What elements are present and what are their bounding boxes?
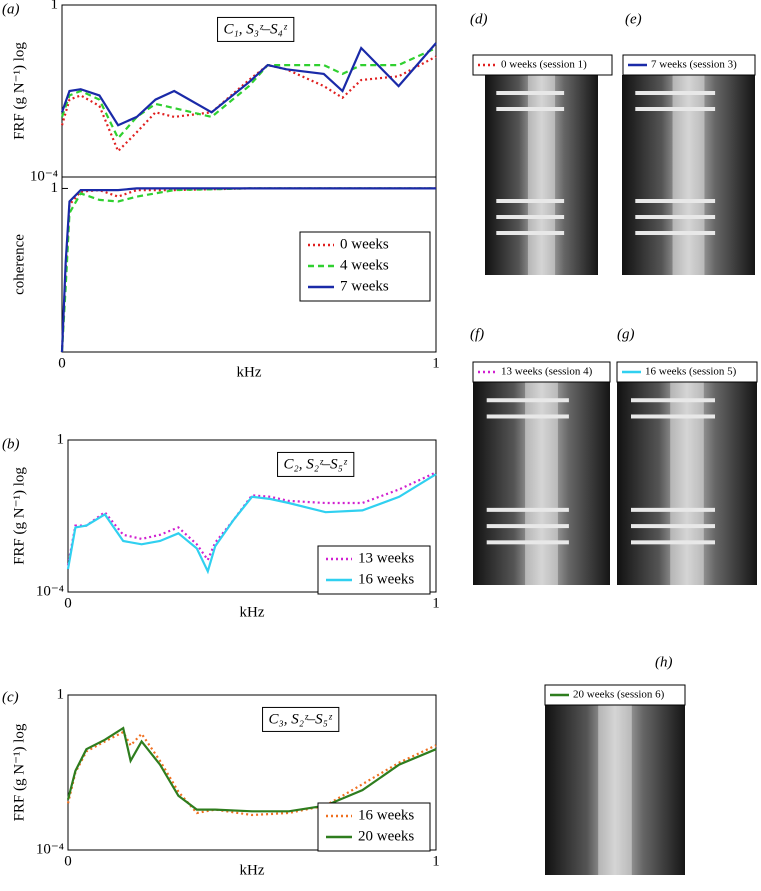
panel-label: (a) [2,1,20,17]
screw [486,507,569,512]
plot-frame [67,694,437,851]
y-tick-label: 10⁻⁴ [36,841,64,857]
legend-label: 0 weeks [340,236,389,252]
screw [496,231,565,235]
x-axis-label: kHz [240,604,265,620]
x-axis-label: kHz [240,862,265,878]
title-box [277,451,355,477]
x-axis-label: kHz [237,364,262,380]
x-tick-label: 1 [432,595,440,611]
series-line [60,187,436,353]
screw [635,91,716,95]
caption-box [616,361,758,383]
screw [496,199,565,203]
y-axis-label: coherence [11,234,27,295]
caption-box [622,54,756,76]
y-tick-label: 1 [51,0,59,12]
bone [670,382,704,585]
series-line [66,473,437,575]
y-tick-label: 1 [57,686,65,702]
plot-frame [67,439,437,593]
image-caption: 7 weeks (session 3) [651,59,737,71]
title-box [262,706,340,732]
chart-title: C₁, S₃ᶻ–S₄ᶻ [224,21,288,37]
caption-box [472,361,611,383]
legend-label: 4 weeks [340,257,389,273]
image-caption: 0 weeks (session 1) [501,59,587,71]
y-tick-label: 1 [51,180,59,196]
screw [486,398,569,403]
legend-label: 7 weeks [340,278,389,294]
panel-label: (f) [470,326,484,342]
title-box [217,16,295,42]
series-line [66,726,437,813]
y-tick-label: 1 [57,431,65,447]
screw [631,507,715,512]
image-caption: 20 weeks (session 6) [573,689,665,701]
series-line [60,42,437,127]
y-tick-label: 10⁻⁴ [36,583,64,599]
plot-frame [61,176,437,353]
caption-box [544,684,686,706]
screw [486,414,569,419]
panel-label: (g) [617,326,635,342]
screw [486,524,569,529]
screw [631,398,715,403]
legend-box [317,545,431,595]
screw [635,231,716,235]
screw [635,215,716,219]
x-tick-label: 0 [64,595,72,611]
legend-box [317,802,431,852]
caption-box [472,54,613,76]
screw [496,91,565,95]
y-axis-label: FRF (g N⁻¹) log [11,467,27,565]
screw [635,199,716,203]
y-axis-label: FRF (g N⁻¹) log [11,723,27,821]
y-tick-label: 10⁻⁴ [30,168,58,184]
x-tick-label: 0 [64,853,72,869]
panel-label: (h) [655,654,673,670]
x-tick-label: 0 [58,355,66,371]
legend-label: 13 weeks [358,550,414,566]
series-line [66,730,437,817]
image-caption: 16 weeks (session 5) [645,366,737,378]
screw [631,414,715,419]
legend-label: 16 weeks [358,807,414,823]
screw [496,107,565,111]
bone [598,705,632,875]
screw [486,540,569,545]
chart-title: C₂, S₂ᶻ–S₅ᶻ [284,456,348,472]
panel-label: (b) [2,436,20,452]
chart-title: C₃, S₂ᶻ–S₅ᶻ [269,711,333,727]
screw [631,524,715,529]
screw [631,540,715,545]
legend-label: 16 weeks [358,571,414,587]
series-line [60,55,437,154]
y-axis-label: FRF (g N⁻¹) log [11,42,27,140]
panel-label: (d) [470,11,488,27]
x-tick-label: 1 [432,853,440,869]
bone [527,75,556,275]
legend-label: 20 weeks [358,828,414,844]
image-caption: 13 weeks (session 4) [501,366,593,378]
screw [635,107,716,111]
panel-label: (e) [625,11,642,27]
bone [525,382,558,585]
bone [672,75,705,275]
panel-label: (c) [2,689,19,705]
screw [496,215,565,219]
x-tick-label: 1 [432,355,440,371]
